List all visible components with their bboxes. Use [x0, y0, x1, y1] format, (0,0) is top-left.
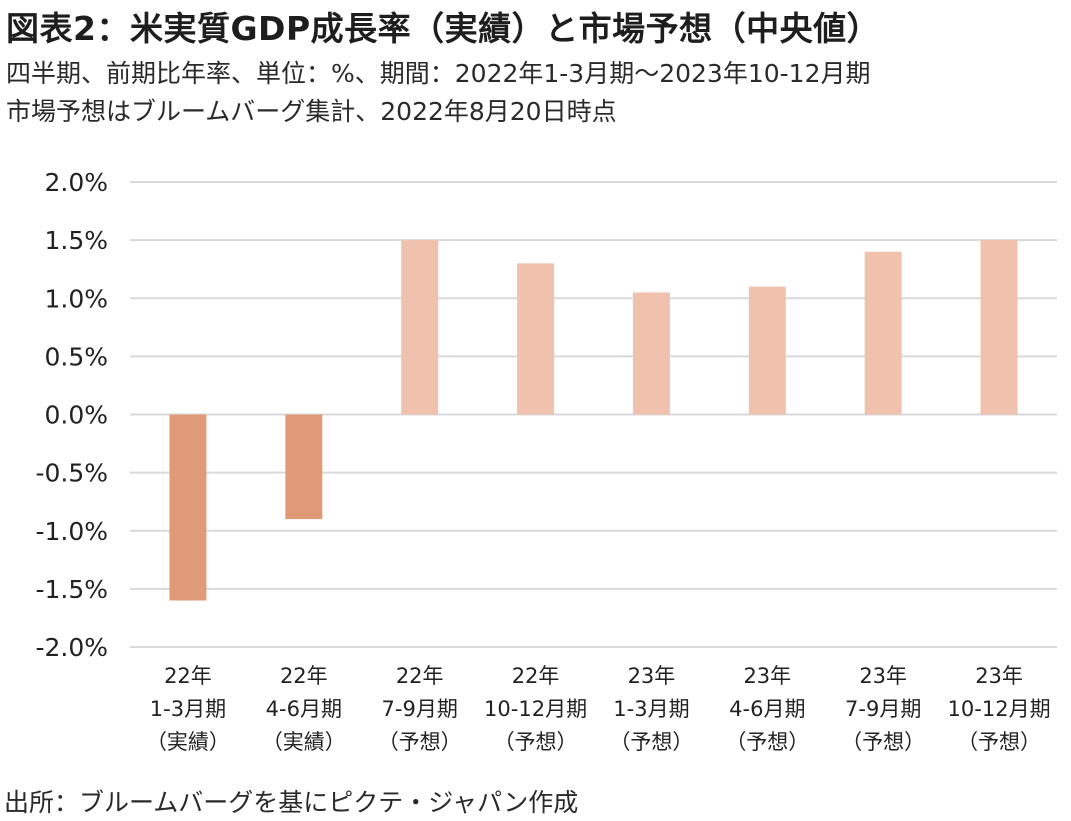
x-category-label: 23年 [859, 664, 907, 688]
bar-2 [285, 414, 323, 520]
y-tick-label: -0.5% [35, 459, 108, 488]
y-axis-tick-labels: 2.0% 1.5% 1.0% 0.5% 0.0% -0.5% -1.0% -1.5% -2.0% [35, 168, 108, 662]
y-tick-label: -2.0% [35, 633, 108, 662]
x-category-label: 7-9月期 [382, 697, 458, 721]
bar-3 [401, 240, 439, 415]
x-category-label: 1-3月期 [613, 697, 689, 721]
x-category-label: 22年 [396, 664, 444, 688]
x-category-label: 10-12月期 [948, 697, 1051, 721]
y-tick-label: 0.0% [44, 401, 108, 430]
y-tick-label: 0.5% [44, 342, 108, 371]
y-tick-label: -1.0% [35, 517, 108, 546]
x-category-label: （予想） [725, 730, 809, 754]
bar-7 [864, 251, 902, 415]
chart-title: 図表2：米実質GDP成長率（実績）と市場予想（中央値） [6, 9, 881, 48]
x-category-label: 4-6月期 [266, 697, 342, 721]
x-category-label: 22年 [280, 664, 328, 688]
bars [169, 240, 1018, 601]
x-category-label: （予想） [841, 730, 925, 754]
x-category-label: （予想） [494, 730, 578, 754]
x-category-label: （予想） [609, 730, 693, 754]
x-category-label: 4-6月期 [729, 697, 805, 721]
x-category-label: 22年 [164, 664, 212, 688]
bar-5 [632, 292, 670, 415]
chart-subtitle-line-2: 市場予想はブルームバーグ集計、2022年8月20日時点 [6, 97, 617, 126]
y-tick-label: 2.0% [44, 168, 108, 197]
x-category-label: （実績） [262, 730, 346, 754]
x-category-label: （予想） [378, 730, 462, 754]
gridlines [130, 181, 1057, 648]
bar-1 [169, 414, 207, 601]
source-note: 出所：ブルームバーグを基にピクテ・ジャパン作成 [4, 788, 579, 817]
y-tick-label: 1.5% [44, 226, 108, 255]
x-category-label: 22年 [512, 664, 560, 688]
y-tick-label: 1.0% [44, 284, 108, 313]
x-category-label: 1-3月期 [150, 697, 226, 721]
x-category-label: 7-9月期 [845, 697, 921, 721]
y-tick-label: -1.5% [35, 575, 108, 604]
chart-subtitle-line-1: 四半期、前期比年率、単位：%、期間：2022年1-3月期～2023年10-12月… [6, 59, 871, 88]
x-category-label: 23年 [628, 664, 676, 688]
x-axis-category-labels: 22年 1-3月期 （実績） 22年 4-6月期 （実績） 22年 7-9月期 （予想） 22年 1… [146, 664, 1051, 754]
bar-8 [980, 240, 1018, 415]
bar-4 [517, 263, 555, 415]
x-category-label: （予想） [957, 730, 1041, 754]
x-category-label: （実績） [146, 730, 230, 754]
bar-6 [748, 286, 786, 415]
x-category-label: 23年 [743, 664, 791, 688]
x-category-label: 23年 [975, 664, 1023, 688]
x-category-label: 10-12月期 [484, 697, 587, 721]
